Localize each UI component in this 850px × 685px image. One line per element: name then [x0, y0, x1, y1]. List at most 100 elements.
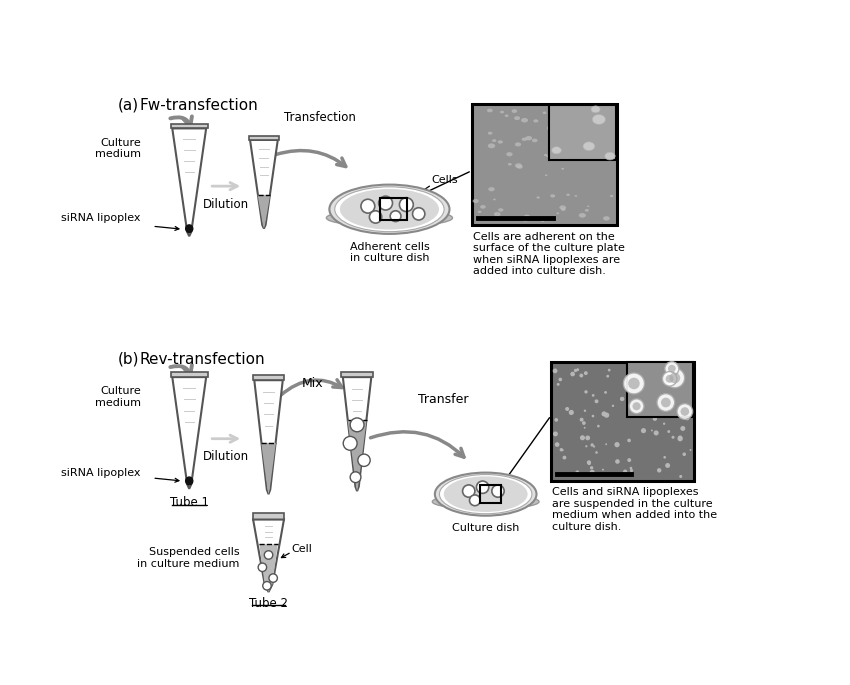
- Circle shape: [657, 394, 675, 412]
- Circle shape: [612, 405, 615, 407]
- Circle shape: [673, 379, 677, 382]
- Ellipse shape: [534, 119, 538, 123]
- Ellipse shape: [561, 208, 566, 211]
- Circle shape: [570, 473, 572, 475]
- Ellipse shape: [493, 199, 496, 201]
- Circle shape: [553, 432, 558, 436]
- Circle shape: [626, 375, 631, 379]
- Ellipse shape: [512, 110, 517, 113]
- Ellipse shape: [515, 163, 522, 168]
- Circle shape: [597, 425, 600, 427]
- Circle shape: [608, 369, 610, 371]
- Polygon shape: [173, 128, 207, 236]
- Ellipse shape: [488, 187, 495, 191]
- Circle shape: [663, 456, 666, 459]
- Circle shape: [615, 442, 620, 447]
- Circle shape: [580, 373, 583, 377]
- Circle shape: [584, 371, 587, 375]
- Text: Fw-transfection: Fw-transfection: [139, 97, 258, 112]
- Bar: [249, 136, 279, 140]
- Circle shape: [378, 196, 393, 210]
- Ellipse shape: [488, 143, 496, 148]
- Circle shape: [602, 412, 607, 416]
- Circle shape: [343, 436, 357, 450]
- Circle shape: [569, 410, 574, 415]
- Ellipse shape: [592, 114, 605, 125]
- Circle shape: [584, 410, 586, 412]
- Circle shape: [400, 198, 413, 212]
- Circle shape: [677, 436, 683, 440]
- Ellipse shape: [439, 475, 532, 514]
- Text: Cell: Cell: [292, 544, 313, 553]
- Ellipse shape: [579, 213, 586, 218]
- Circle shape: [592, 414, 594, 417]
- Circle shape: [559, 448, 563, 451]
- Circle shape: [350, 418, 364, 432]
- Circle shape: [647, 373, 652, 379]
- Text: Cells: Cells: [432, 175, 458, 185]
- Circle shape: [623, 469, 627, 474]
- Bar: [171, 372, 208, 377]
- Circle shape: [552, 369, 558, 373]
- Text: Culture dish: Culture dish: [452, 523, 519, 534]
- Circle shape: [677, 389, 683, 394]
- Circle shape: [677, 403, 693, 419]
- Ellipse shape: [575, 195, 577, 197]
- Ellipse shape: [583, 142, 595, 151]
- Circle shape: [651, 397, 656, 402]
- Circle shape: [665, 368, 684, 388]
- Ellipse shape: [550, 195, 555, 197]
- Ellipse shape: [536, 197, 540, 199]
- Ellipse shape: [487, 109, 493, 112]
- Text: Culture
medium: Culture medium: [94, 386, 141, 408]
- Circle shape: [462, 485, 475, 497]
- Ellipse shape: [552, 147, 561, 154]
- Bar: [252, 375, 284, 380]
- Bar: [171, 123, 208, 128]
- Circle shape: [680, 426, 685, 431]
- Ellipse shape: [532, 138, 537, 142]
- Circle shape: [565, 407, 570, 411]
- Bar: [551, 362, 694, 481]
- Ellipse shape: [542, 112, 547, 114]
- Text: Tube 1: Tube 1: [170, 497, 209, 510]
- Circle shape: [627, 438, 631, 443]
- Polygon shape: [261, 443, 276, 494]
- Circle shape: [469, 495, 480, 506]
- Ellipse shape: [185, 477, 193, 485]
- Circle shape: [575, 471, 579, 474]
- Ellipse shape: [522, 138, 527, 141]
- Circle shape: [492, 485, 504, 497]
- Text: Adherent cells
in culture dish: Adherent cells in culture dish: [349, 242, 429, 263]
- Ellipse shape: [505, 114, 508, 117]
- Text: Cells are adherent on the
surface of the culture plate
when siRNA lipoplexes are: Cells are adherent on the surface of the…: [473, 232, 625, 276]
- Ellipse shape: [514, 116, 520, 120]
- Text: Culture
medium: Culture medium: [94, 138, 141, 159]
- Circle shape: [554, 418, 558, 422]
- Circle shape: [590, 466, 593, 469]
- Circle shape: [651, 429, 653, 432]
- Text: (a): (a): [117, 97, 139, 112]
- Circle shape: [679, 475, 683, 478]
- Circle shape: [681, 407, 689, 416]
- Bar: [627, 362, 693, 417]
- Circle shape: [657, 468, 661, 473]
- Circle shape: [682, 391, 686, 395]
- Circle shape: [620, 397, 625, 401]
- Circle shape: [590, 470, 595, 475]
- Ellipse shape: [433, 494, 539, 509]
- Circle shape: [604, 391, 607, 394]
- Text: Dilution: Dilution: [203, 198, 249, 211]
- Text: Mix: Mix: [302, 377, 323, 390]
- Ellipse shape: [545, 175, 547, 176]
- Circle shape: [586, 460, 591, 464]
- Ellipse shape: [604, 216, 609, 221]
- Ellipse shape: [604, 152, 615, 160]
- Ellipse shape: [525, 136, 532, 140]
- Circle shape: [580, 418, 584, 422]
- Circle shape: [670, 373, 680, 384]
- Circle shape: [604, 412, 609, 418]
- Bar: [549, 105, 615, 160]
- Circle shape: [558, 377, 562, 382]
- Circle shape: [630, 469, 633, 472]
